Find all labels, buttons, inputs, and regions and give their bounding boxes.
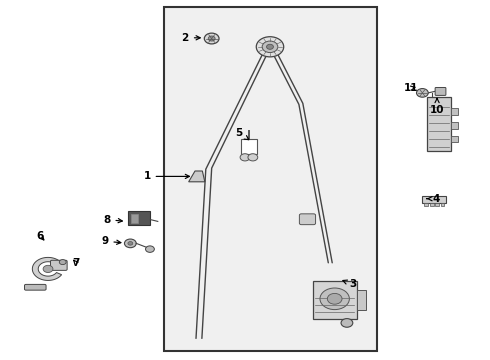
Polygon shape: [32, 257, 62, 280]
Circle shape: [59, 260, 66, 265]
Circle shape: [327, 293, 342, 304]
Circle shape: [248, 154, 258, 161]
FancyBboxPatch shape: [299, 214, 316, 225]
Circle shape: [43, 265, 53, 273]
Polygon shape: [189, 171, 205, 182]
Bar: [128, 211, 150, 225]
Bar: [131, 214, 138, 223]
Bar: [435, 203, 439, 206]
Bar: [427, 97, 451, 151]
Circle shape: [240, 154, 250, 161]
Bar: [313, 281, 357, 319]
Circle shape: [262, 41, 278, 53]
Bar: [424, 203, 428, 206]
Circle shape: [341, 319, 353, 327]
Circle shape: [128, 242, 133, 245]
Circle shape: [124, 239, 136, 248]
Bar: [430, 203, 434, 206]
Circle shape: [320, 288, 349, 310]
Text: 3: 3: [343, 279, 356, 289]
Bar: [451, 108, 458, 115]
Text: 10: 10: [430, 98, 444, 115]
Bar: [451, 122, 458, 129]
Circle shape: [416, 89, 428, 97]
Circle shape: [204, 33, 219, 44]
Bar: [441, 203, 444, 206]
Text: 2: 2: [182, 33, 200, 43]
Circle shape: [256, 37, 284, 57]
Text: 7: 7: [72, 258, 80, 268]
Bar: [241, 139, 257, 154]
Text: 6: 6: [37, 231, 44, 241]
Text: 5: 5: [236, 128, 249, 140]
Text: 4: 4: [427, 194, 440, 204]
Text: 8: 8: [103, 215, 122, 225]
Circle shape: [267, 44, 273, 49]
FancyBboxPatch shape: [435, 87, 446, 95]
Text: 9: 9: [101, 236, 121, 246]
FancyBboxPatch shape: [50, 260, 67, 270]
Bar: [357, 290, 366, 310]
Bar: [164, 7, 377, 351]
Circle shape: [208, 36, 215, 41]
FancyBboxPatch shape: [24, 284, 46, 290]
Text: 1: 1: [144, 171, 190, 181]
Circle shape: [146, 246, 154, 252]
Bar: [451, 136, 458, 142]
Bar: [422, 196, 446, 203]
Text: 11: 11: [403, 83, 418, 93]
